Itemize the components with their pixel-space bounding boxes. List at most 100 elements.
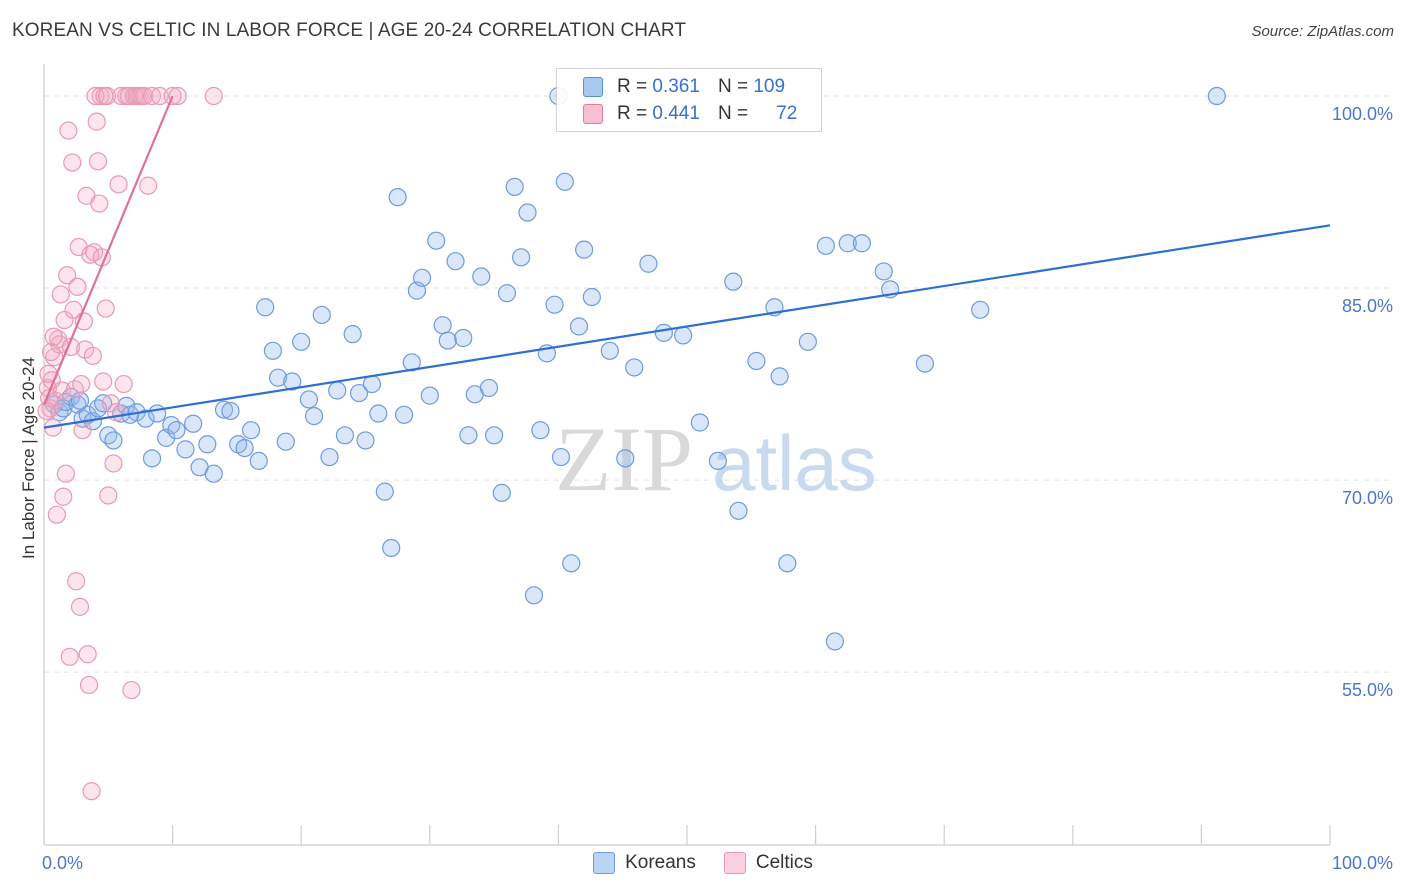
legend-r-value: 0.441 xyxy=(652,103,700,124)
data-point xyxy=(335,426,355,445)
data-point xyxy=(235,438,254,458)
data-point xyxy=(412,268,432,287)
data-point xyxy=(388,188,407,207)
data-point xyxy=(433,316,452,335)
data-point xyxy=(58,266,77,285)
legend-row-koreans: R = 0.361 N = 109 xyxy=(583,74,785,100)
data-point xyxy=(51,285,70,304)
data-point xyxy=(70,597,90,616)
data-point xyxy=(99,426,118,445)
data-point xyxy=(420,386,439,405)
data-point xyxy=(654,323,673,342)
data-point xyxy=(724,272,743,291)
data-point xyxy=(304,406,324,426)
data-point xyxy=(64,300,83,319)
data-point xyxy=(198,435,217,454)
series-label-celtics: Celtics xyxy=(755,852,813,873)
data-point xyxy=(122,680,141,700)
data-point xyxy=(915,354,935,373)
data-point xyxy=(99,486,118,505)
data-point xyxy=(362,374,382,394)
data-point xyxy=(221,401,240,421)
data-point xyxy=(119,86,138,106)
data-point xyxy=(770,367,789,386)
data-point xyxy=(328,381,347,400)
chart-source: Source: ZipAtlas.com xyxy=(1251,23,1394,40)
legend-row-celtics: R = 0.441 N = 72 xyxy=(583,101,797,127)
data-point xyxy=(139,176,158,195)
legend-n-value: 109 xyxy=(753,76,786,97)
data-point xyxy=(575,240,594,259)
correlation-legend: R = 0.361 N = 109 R = 0.441 N = 72 xyxy=(556,68,822,132)
series-label-koreans: Koreans xyxy=(625,852,696,873)
data-point xyxy=(67,572,86,591)
data-point xyxy=(512,248,531,267)
data-point xyxy=(459,426,478,445)
data-point xyxy=(82,782,101,801)
data-point xyxy=(91,86,110,106)
watermark-atlas: atlas xyxy=(712,419,877,507)
watermark-zip: ZIP xyxy=(555,408,693,510)
data-point xyxy=(142,86,162,106)
data-point xyxy=(625,358,644,377)
data-point xyxy=(674,326,693,345)
series-koreans xyxy=(45,86,1226,651)
data-point xyxy=(356,431,375,450)
data-point xyxy=(369,404,388,423)
data-point xyxy=(569,317,589,336)
data-point xyxy=(778,554,797,573)
x-tick-label-min: 0.0% xyxy=(42,853,83,873)
data-points xyxy=(37,86,1226,801)
data-point xyxy=(729,501,748,520)
grid-lines xyxy=(44,95,1392,673)
data-point xyxy=(87,112,106,131)
data-point xyxy=(485,426,504,445)
series-legend-celtics: Celtics xyxy=(723,852,813,874)
x-tick-label-max: 100.0% xyxy=(1332,853,1393,873)
data-point xyxy=(708,451,727,471)
data-point xyxy=(454,328,473,348)
y-tick-label: 100.0% xyxy=(1332,104,1393,124)
data-point xyxy=(136,409,155,428)
data-point xyxy=(249,451,268,471)
data-point xyxy=(312,305,331,325)
axes xyxy=(43,64,1331,846)
data-point xyxy=(55,310,74,330)
data-point xyxy=(54,487,73,506)
data-point xyxy=(518,203,537,222)
data-point xyxy=(852,234,871,253)
data-point xyxy=(46,391,65,410)
data-point xyxy=(816,236,835,255)
data-point xyxy=(472,267,491,286)
data-point xyxy=(44,327,63,346)
data-point xyxy=(97,86,117,106)
legend-n-value: 72 xyxy=(776,103,798,124)
data-point xyxy=(292,332,311,351)
series-swatch-koreans xyxy=(593,852,616,874)
data-point xyxy=(214,400,234,419)
data-point xyxy=(320,447,339,467)
data-point xyxy=(394,405,414,424)
data-point xyxy=(531,421,550,440)
y-tick-label: 85.0% xyxy=(1342,296,1393,316)
data-point xyxy=(176,440,195,459)
data-point xyxy=(135,86,154,106)
data-point xyxy=(112,86,131,106)
trend-line-celtics xyxy=(42,95,174,405)
data-point xyxy=(114,374,133,394)
data-point xyxy=(204,464,223,483)
series-swatch-celtics xyxy=(723,852,746,874)
data-point xyxy=(47,505,66,524)
data-point xyxy=(492,483,511,503)
y-tick-label: 55.0% xyxy=(1342,680,1393,700)
trend-line-koreans xyxy=(43,224,1331,429)
data-point xyxy=(104,454,123,473)
data-point xyxy=(72,374,91,394)
data-point xyxy=(94,394,113,413)
data-point xyxy=(37,401,56,421)
data-point xyxy=(94,372,113,391)
data-point xyxy=(551,447,571,467)
data-point xyxy=(283,372,302,391)
data-point xyxy=(59,121,78,140)
